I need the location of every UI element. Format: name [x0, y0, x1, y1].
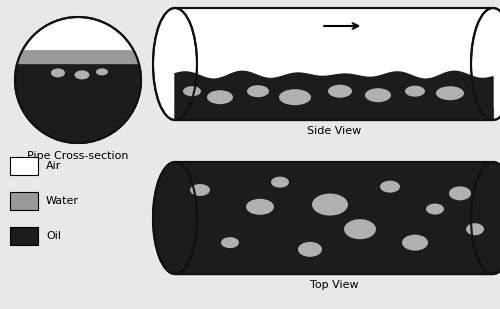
Ellipse shape — [183, 86, 201, 96]
Ellipse shape — [328, 85, 352, 98]
Ellipse shape — [207, 90, 233, 104]
Ellipse shape — [312, 193, 348, 216]
Ellipse shape — [471, 8, 500, 120]
Polygon shape — [175, 162, 493, 274]
Ellipse shape — [247, 85, 269, 97]
Circle shape — [15, 17, 141, 143]
Ellipse shape — [405, 86, 425, 97]
Ellipse shape — [153, 162, 197, 274]
Ellipse shape — [344, 219, 376, 239]
Bar — [10, 192, 38, 210]
Polygon shape — [15, 65, 141, 143]
Ellipse shape — [426, 204, 444, 214]
Ellipse shape — [190, 184, 210, 196]
Ellipse shape — [279, 89, 311, 105]
Ellipse shape — [402, 235, 428, 251]
Ellipse shape — [153, 8, 197, 120]
Text: Oil: Oil — [46, 231, 61, 241]
Text: Air: Air — [46, 161, 62, 171]
Ellipse shape — [436, 86, 464, 100]
Ellipse shape — [96, 68, 108, 75]
Ellipse shape — [471, 162, 500, 274]
Polygon shape — [175, 8, 493, 120]
Polygon shape — [175, 71, 493, 120]
Ellipse shape — [449, 186, 471, 200]
Bar — [10, 157, 38, 175]
Ellipse shape — [246, 199, 274, 215]
Polygon shape — [175, 108, 493, 120]
Ellipse shape — [74, 70, 90, 79]
Polygon shape — [15, 65, 141, 143]
Ellipse shape — [51, 68, 65, 77]
Ellipse shape — [298, 242, 322, 257]
Ellipse shape — [271, 177, 289, 188]
Bar — [10, 227, 38, 245]
Ellipse shape — [365, 88, 391, 102]
Text: Water: Water — [46, 196, 79, 206]
Ellipse shape — [466, 223, 484, 235]
Ellipse shape — [380, 181, 400, 193]
Polygon shape — [15, 51, 141, 143]
Text: Top View: Top View — [310, 280, 358, 290]
Text: Pipe Cross-section: Pipe Cross-section — [27, 151, 129, 161]
Text: Side View: Side View — [307, 126, 361, 136]
Ellipse shape — [221, 237, 239, 248]
